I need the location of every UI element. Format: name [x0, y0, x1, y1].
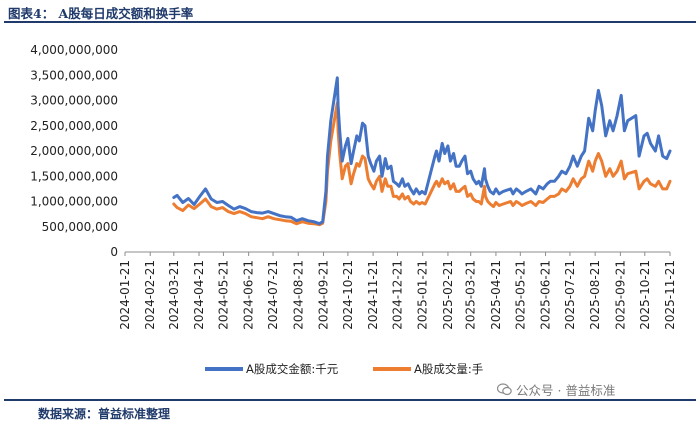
x-tick-label: 2024-12-21 [391, 260, 405, 330]
y-tick-label: 500,000,000 [42, 220, 118, 234]
y-tick-label: 2,000,000,000 [30, 144, 118, 158]
x-tick-label: 2024-01-21 [118, 260, 132, 330]
y-tick-label: 1,000,000,000 [30, 195, 118, 209]
x-tick-label: 2024-11-21 [366, 260, 380, 330]
y-tick-label: 1,500,000,000 [30, 169, 118, 183]
y-tick-label: 4,000,000,000 [30, 43, 118, 57]
x-tick-label: 2025-02-21 [441, 260, 455, 330]
x-tick-label: 2025-06-21 [539, 260, 553, 330]
legend-label-1: A股成交金额:千元 [246, 362, 339, 376]
y-tick-label: 3,000,000,000 [30, 94, 118, 108]
x-tick-label: 2025-01-21 [416, 260, 430, 330]
figure-header: 图表4： A股每日成交额和换手率 [0, 0, 700, 23]
x-tick-label: 2024-05-21 [216, 260, 230, 330]
legend-label-2: A股成交量:手 [414, 362, 483, 376]
data-source: 数据来源：普益标准整理 [38, 407, 171, 421]
x-tick-label: 2024-07-21 [266, 260, 280, 330]
x-tick-label: 2025-03-21 [464, 260, 478, 330]
y-tick-label: 3,500,000,000 [30, 68, 118, 82]
x-tick-label: 2025-11-21 [663, 260, 677, 330]
x-tick-label: 2025-07-21 [563, 260, 577, 330]
series-line-1 [172, 76, 672, 226]
watermark: 公众号 · 普益标准 [497, 381, 616, 398]
x-tick-label: 2025-08-21 [588, 260, 602, 330]
x-tick-label: 2024-06-21 [242, 260, 256, 330]
x-tick-label: 2024-04-21 [192, 260, 206, 330]
figure-title: 图表4： A股每日成交额和换手率 [8, 6, 194, 21]
x-tick-label: 2025-05-21 [513, 260, 527, 330]
y-tick-label: 0 [110, 245, 118, 259]
watermark-text: 公众号 · 普益标准 [516, 382, 616, 398]
title-divider [4, 21, 696, 23]
wechat-bubble-icon [497, 382, 512, 395]
x-tick-label: 2025-10-21 [638, 260, 652, 330]
x-tick-label: 2024-09-21 [316, 260, 330, 330]
footer-divider [4, 399, 696, 401]
x-tick-label: 2024-10-21 [341, 260, 355, 330]
series-line-2 [172, 101, 672, 227]
x-tick-label: 2024-03-21 [167, 260, 181, 330]
y-tick-label: 2,500,000,000 [30, 119, 118, 133]
x-tick-label: 2025-04-21 [489, 260, 503, 330]
line-chart: 0 500,000,000 1,000,000,000 1,500,000,000 2,… [30, 43, 677, 376]
x-tick-label: 2024-02-21 [143, 260, 157, 330]
x-tick-label: 2024-08-21 [291, 260, 305, 330]
x-tick-label: 2025-09-21 [613, 260, 627, 330]
